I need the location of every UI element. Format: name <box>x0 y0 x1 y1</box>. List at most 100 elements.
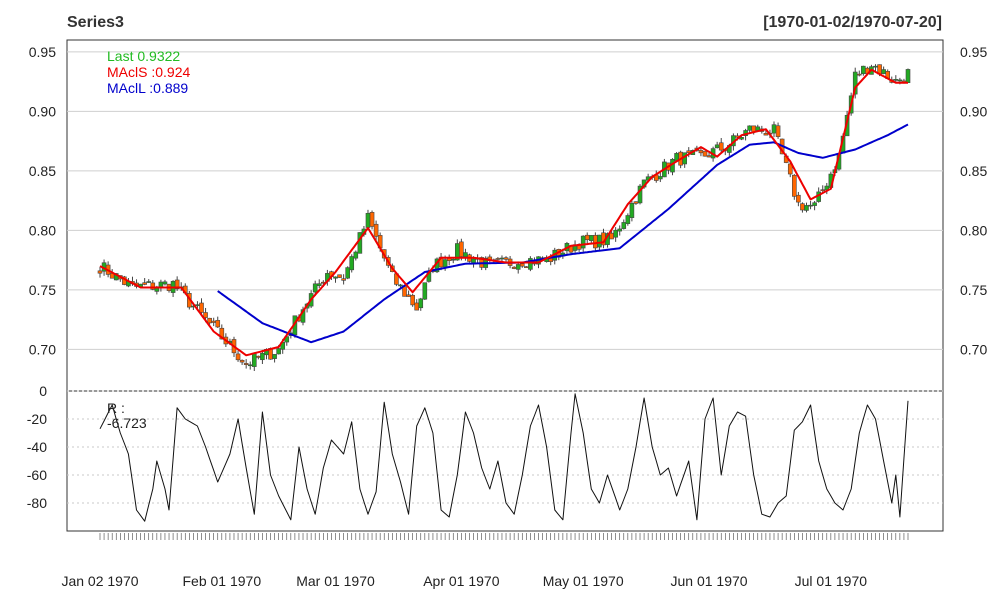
candle-body <box>276 348 281 355</box>
candle-body <box>905 69 911 83</box>
candle-body <box>272 354 277 359</box>
short-ma-line <box>99 68 908 357</box>
candle-body <box>702 151 708 157</box>
candle-body <box>316 283 322 286</box>
candle-body <box>442 259 448 268</box>
candle-body <box>235 353 241 361</box>
candle-body <box>203 312 208 318</box>
candle-body <box>873 65 878 68</box>
candle-body <box>597 234 602 248</box>
indicator-y-tick-label: -40 <box>27 439 47 455</box>
candle-body <box>463 252 468 257</box>
candle-body <box>787 163 793 175</box>
y-tick-label-right: 0.75 <box>960 282 987 298</box>
candle-body <box>337 274 342 278</box>
candle-body <box>714 144 720 149</box>
candle-body <box>199 302 204 313</box>
main-gridlines <box>67 51 943 350</box>
candle-body <box>893 79 899 81</box>
candle-body <box>333 276 338 279</box>
candle-body <box>861 65 866 75</box>
candle-body <box>369 212 375 227</box>
candle-body <box>637 185 643 204</box>
candle-body <box>800 203 805 211</box>
candle-body <box>856 73 862 76</box>
indicator-y-tick-label: -80 <box>27 495 47 511</box>
candle-body <box>499 257 505 260</box>
candle-body <box>353 251 359 259</box>
x-axis-label: Jul 01 1970 <box>795 573 868 589</box>
y-tick-label-right: 0.80 <box>960 222 987 238</box>
candle-body <box>402 286 407 297</box>
candle-body <box>763 132 769 136</box>
candle-body <box>804 205 809 211</box>
candle-body <box>881 69 886 74</box>
indicator-gridlines <box>67 390 943 504</box>
candle-body <box>414 302 420 311</box>
candle-body <box>142 282 147 285</box>
candle-body <box>706 155 712 158</box>
candle-body <box>584 234 590 241</box>
candle-body <box>219 327 225 340</box>
y-tick-label-right: 0.85 <box>960 163 987 179</box>
candle-body <box>150 282 156 290</box>
x-axis-label: Jun 01 1970 <box>671 573 748 589</box>
candle-body <box>459 241 464 257</box>
y-tick-label-left: 0.80 <box>29 222 56 238</box>
candle-body <box>256 355 261 358</box>
candle-body <box>519 263 525 267</box>
candle-body <box>515 264 521 270</box>
candle-body <box>239 359 245 363</box>
candle-body <box>345 267 350 279</box>
y-tick-labels-left: 0.95 0.90 0.85 0.80 0.75 0.70 <box>29 44 56 357</box>
indicator-y-tick-label: -20 <box>27 411 47 427</box>
candle-body <box>406 294 411 297</box>
indicator-y-tick-label: 0 <box>39 383 47 399</box>
candle-body <box>365 212 371 228</box>
candle-body <box>373 223 379 237</box>
y-tick-label-left: 0.90 <box>29 103 56 119</box>
candle-body <box>211 320 216 323</box>
y-tick-label-right: 0.95 <box>960 44 987 60</box>
y-tick-label-left: 0.95 <box>29 44 56 60</box>
candle-body <box>341 278 346 281</box>
candle-body <box>625 215 631 224</box>
candle-body <box>312 283 318 293</box>
candle-body <box>511 266 517 269</box>
candle-body <box>580 235 586 249</box>
candle-body <box>820 189 826 191</box>
x-axis-label: Feb 01 1970 <box>182 573 261 589</box>
candle-body <box>495 258 501 260</box>
indicator-value: -6.723 <box>107 415 147 431</box>
candle-body <box>852 71 858 95</box>
candle-body <box>410 294 415 306</box>
candle-body <box>174 279 180 290</box>
legend-long-ma: MAclL :0.889 <box>107 80 188 96</box>
candle-body <box>658 176 663 180</box>
x-axis-labels: Jan 02 1970 Feb 01 1970 Mar 01 1970 Apr 01 … <box>61 573 867 589</box>
candle-body <box>247 364 253 367</box>
long-ma-line <box>217 123 909 344</box>
candle-body <box>613 229 618 238</box>
x-axis-label: May 01 1970 <box>543 573 624 589</box>
candle-body <box>629 202 635 218</box>
candle-body <box>162 281 168 285</box>
candle-body <box>792 174 797 197</box>
candle-body <box>621 222 627 229</box>
candle-body <box>897 79 903 82</box>
candle-body <box>588 235 594 241</box>
candle-body <box>808 204 813 207</box>
candle-body <box>796 194 801 203</box>
candle-body <box>503 257 509 260</box>
indicator-line <box>99 393 909 522</box>
candle-body <box>260 352 265 361</box>
x-axis-label: Jan 02 1970 <box>61 573 138 589</box>
candle-body <box>775 125 781 137</box>
candle-body <box>609 232 614 240</box>
candle-body <box>747 125 752 131</box>
y-tick-labels-right: 0.95 0.90 0.85 0.80 0.75 0.70 <box>960 44 987 357</box>
candle-body <box>524 266 529 268</box>
y-tick-label-left: 0.70 <box>29 341 56 357</box>
candle-body <box>251 353 257 367</box>
